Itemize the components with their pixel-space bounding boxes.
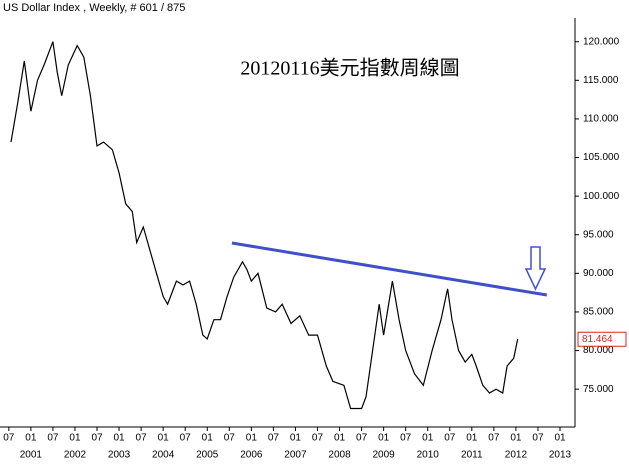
y-tick-label: 115.000: [583, 75, 619, 86]
x-tick-label: 07: [224, 433, 236, 444]
x-tick-label: 07: [356, 433, 368, 444]
x-tick-label: 01: [290, 433, 302, 444]
x-tick-label: 07: [400, 433, 412, 444]
x-tick-label: 07: [532, 433, 544, 444]
x-tick-label: 07: [91, 433, 103, 444]
x-year-label: 2011: [461, 450, 483, 461]
x-tick-label: 07: [180, 433, 192, 444]
x-year-label: 2003: [108, 450, 131, 461]
x-tick-label: 01: [422, 433, 434, 444]
x-year-label: 2009: [373, 450, 396, 461]
x-tick-label: 07: [3, 433, 15, 444]
x-year-label: 2008: [328, 450, 351, 461]
x-tick-label: 01: [158, 433, 170, 444]
x-tick-label: 01: [113, 433, 125, 444]
x-tick-label: 01: [202, 433, 214, 444]
x-tick-label: 07: [136, 433, 148, 444]
chart-title: US Dollar Index , Weekly, # 601 / 875: [3, 2, 185, 14]
y-tick-label: 90.000: [583, 268, 614, 279]
x-tick-label: 07: [268, 433, 280, 444]
x-tick-label: 01: [25, 433, 37, 444]
x-tick-label: 01: [378, 433, 390, 444]
y-tick-label: 80.000: [583, 345, 614, 356]
x-year-label: 2007: [284, 450, 307, 461]
x-tick-label: 01: [334, 433, 346, 444]
y-tick-label: 105.000: [583, 152, 620, 163]
y-tick-label: 95.000: [583, 229, 614, 240]
x-year-label: 2010: [417, 450, 440, 461]
x-tick-label: 01: [466, 433, 478, 444]
x-year-label: 2002: [64, 450, 87, 461]
y-tick-label: 85.000: [583, 307, 614, 318]
x-tick-label: 01: [246, 433, 258, 444]
x-tick-label: 07: [312, 433, 324, 444]
x-tick-label: 01: [554, 433, 566, 444]
x-tick-label: 07: [488, 433, 500, 444]
x-tick-label: 01: [510, 433, 522, 444]
y-tick-label: 100.000: [583, 191, 620, 202]
x-year-label: 2012: [505, 450, 528, 461]
x-year-label: 2001: [20, 450, 43, 461]
y-tick-label: 75.000: [583, 384, 614, 395]
y-tick-label: 120.000: [583, 36, 620, 47]
trendline: [231, 241, 548, 297]
x-year-label: 2013: [549, 450, 572, 461]
x-year-label: 2006: [240, 450, 263, 461]
last-value-label: 81.464: [582, 334, 613, 345]
x-tick-label: 07: [47, 433, 59, 444]
last-value-box: [577, 331, 627, 347]
price-line: [10, 41, 519, 410]
x-year-label: 2005: [196, 450, 219, 461]
annotation: 20120116美元指數周線圖: [240, 57, 459, 80]
x-year-label: 2004: [152, 450, 175, 461]
arrow: [524, 246, 547, 291]
x-tick-label: 01: [69, 433, 81, 444]
x-tick-label: 07: [444, 433, 456, 444]
y-tick-label: 110.000: [583, 114, 619, 125]
